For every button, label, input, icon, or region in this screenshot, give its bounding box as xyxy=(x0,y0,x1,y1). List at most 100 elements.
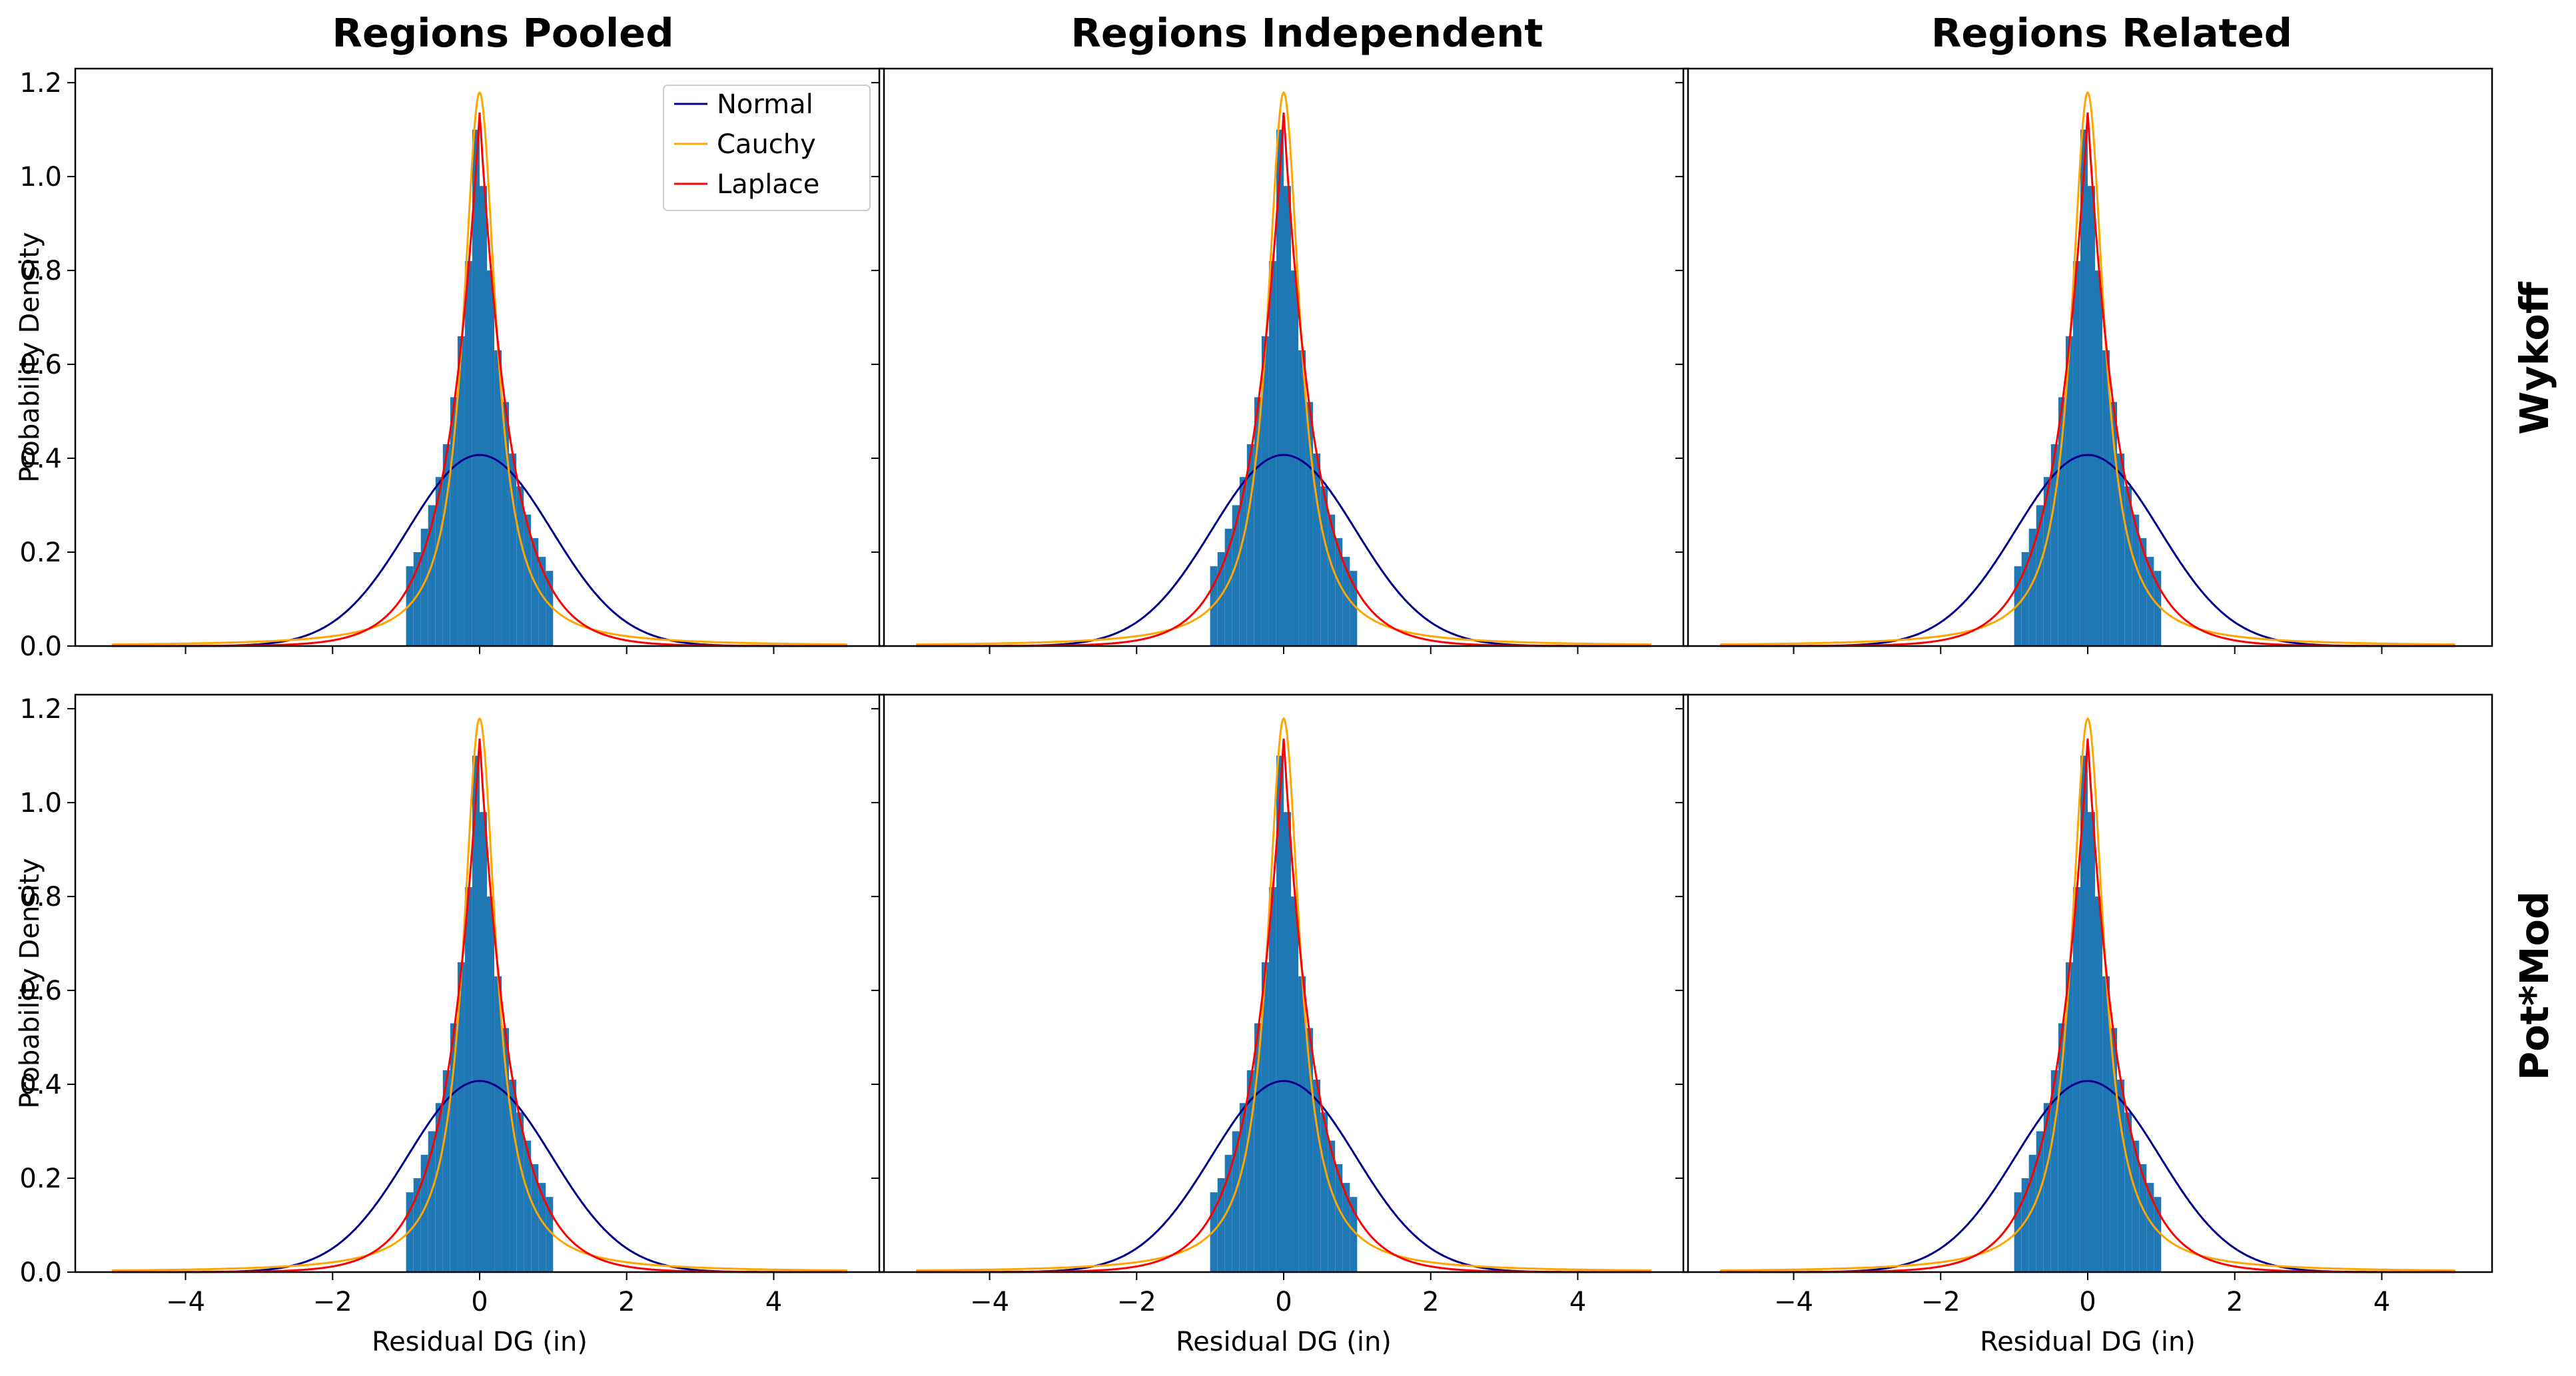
histogram-bar xyxy=(2102,976,2110,1272)
histogram-bar xyxy=(2036,1131,2044,1272)
histogram xyxy=(2014,755,2162,1272)
y-tick-label: 1.0 xyxy=(19,788,62,819)
column-title-regions-independent: Regions Independent xyxy=(1071,10,1543,56)
histogram-bar xyxy=(2095,896,2102,1272)
histogram-bar xyxy=(442,444,450,646)
panel-wykoff-regions-pooled: 0.0 0.2 0.4 0.6 0.8 1.0 1.2 Probability Density xyxy=(15,67,885,662)
legend-box xyxy=(663,85,871,211)
histogram-bar xyxy=(472,129,480,647)
x-tick-label: 2 xyxy=(618,1287,635,1317)
histogram-bar xyxy=(1239,477,1247,646)
histogram-bar xyxy=(2124,1112,2132,1272)
histogram-bar xyxy=(1261,962,1269,1272)
y-tick-label: 0.0 xyxy=(19,1257,62,1288)
histogram-bar xyxy=(1350,1197,1358,1272)
y-tick-label: 1.2 xyxy=(19,694,62,725)
histogram-bar xyxy=(546,1197,554,1272)
histogram-bar xyxy=(2146,557,2154,646)
histogram-bar xyxy=(2110,1028,2118,1272)
x-axis-label: Residual DG (in) xyxy=(1980,1327,2196,1357)
histogram-bar xyxy=(1320,486,1328,646)
histogram-bar xyxy=(2132,1140,2140,1272)
histogram-bar xyxy=(1291,896,1298,1272)
y-tick-label: 0.6 xyxy=(19,976,62,1006)
histogram-bar xyxy=(1291,270,1298,647)
row-title-wykoff: Wykoff xyxy=(2511,281,2557,435)
histogram-bar xyxy=(1342,557,1350,646)
series-line-cauchy xyxy=(1720,717,2455,1272)
histogram-bar xyxy=(413,552,421,646)
histogram-bar xyxy=(450,397,458,646)
x-tick-label: 0 xyxy=(1275,1287,1292,1317)
y-axis-label: Probability Density xyxy=(15,232,45,482)
histogram-bar xyxy=(1246,444,1254,646)
histogram-bar xyxy=(1217,1178,1225,1272)
histogram-bar xyxy=(1306,402,1314,646)
histogram-bar xyxy=(2050,444,2058,646)
histogram-bar xyxy=(1232,1131,1240,1272)
x-tick-label: 0 xyxy=(2079,1287,2096,1317)
histogram-bar xyxy=(1328,1140,1336,1272)
histogram-bar xyxy=(1224,1154,1232,1272)
histogram-bar xyxy=(2154,1197,2162,1272)
panel-wykoff-regions-independent xyxy=(871,67,1689,654)
histogram-bar xyxy=(480,186,487,646)
x-tick-label: 4 xyxy=(2373,1287,2390,1317)
legend: Normal Cauchy Laplace xyxy=(663,85,871,211)
histogram-bar xyxy=(435,1103,443,1272)
histogram-bar xyxy=(435,477,443,646)
x-tick-label: −4 xyxy=(166,1287,205,1317)
x-tick-label: 2 xyxy=(1422,1287,1439,1317)
legend-label-laplace: Laplace xyxy=(717,169,819,200)
histogram-bar xyxy=(2058,1023,2066,1272)
series-line-cauchy xyxy=(1720,91,2455,646)
row-title-pot-mod: Pot*Mod xyxy=(2511,891,2557,1080)
y-tick-label: 0.2 xyxy=(19,1164,62,1194)
y-tick-label: 0.0 xyxy=(19,631,62,662)
histogram-bar xyxy=(2102,350,2110,646)
y-tick-label: 0.4 xyxy=(19,1070,62,1100)
histogram-bar xyxy=(516,486,524,646)
histogram-bar xyxy=(480,812,487,1272)
legend-label-cauchy: Cauchy xyxy=(717,129,816,160)
histogram-bar xyxy=(2139,1164,2147,1272)
x-tick-label: −4 xyxy=(1774,1287,1813,1317)
histogram-bar xyxy=(516,1112,524,1272)
histogram-bar xyxy=(472,755,480,1272)
y-tick-label: 0.6 xyxy=(19,350,62,380)
histogram-bar xyxy=(2043,1103,2051,1272)
histogram-bar xyxy=(1335,537,1343,646)
histogram-bar xyxy=(1284,186,1291,646)
histogram-bar xyxy=(502,402,510,646)
histogram-bar xyxy=(1268,261,1276,646)
histogram-bar xyxy=(2132,514,2140,646)
histogram-bar xyxy=(494,350,502,646)
histogram-bar xyxy=(464,887,472,1272)
x-tick-label: −2 xyxy=(1921,1287,1960,1317)
histogram-bar xyxy=(1320,1112,1328,1272)
histogram xyxy=(2014,129,2162,647)
column-title-regions-related: Regions Related xyxy=(1931,10,2292,56)
histogram-bar xyxy=(1350,571,1358,646)
column-title-regions-pooled: Regions Pooled xyxy=(332,10,674,56)
y-tick-label: 1.2 xyxy=(19,68,62,99)
histogram-bar xyxy=(1284,812,1291,1272)
panels: 0.0 0.2 0.4 0.6 0.8 1.0 1.2 Probability Density… xyxy=(15,67,2493,1357)
histogram-bar xyxy=(1306,1028,1314,1272)
histogram-bar xyxy=(2117,454,2125,646)
x-tick-label: −2 xyxy=(313,1287,352,1317)
panel-pot-mod-regions-independent: −4 −2 0 2 4 Residual DG (in) xyxy=(871,693,1689,1357)
x-tick-label: −4 xyxy=(970,1287,1009,1317)
series-line-cauchy xyxy=(112,91,847,646)
histogram-bar xyxy=(2021,552,2029,646)
histogram-bar xyxy=(1313,1080,1321,1272)
histogram-bar xyxy=(524,514,532,646)
histogram-bar xyxy=(457,336,465,646)
histogram-bar xyxy=(2110,402,2118,646)
histogram-bar xyxy=(2021,1178,2029,1272)
x-tick-label: 0 xyxy=(471,1287,488,1317)
histogram-bar xyxy=(1232,505,1240,646)
histogram-bar xyxy=(1254,1023,1262,1272)
histogram xyxy=(406,129,554,647)
